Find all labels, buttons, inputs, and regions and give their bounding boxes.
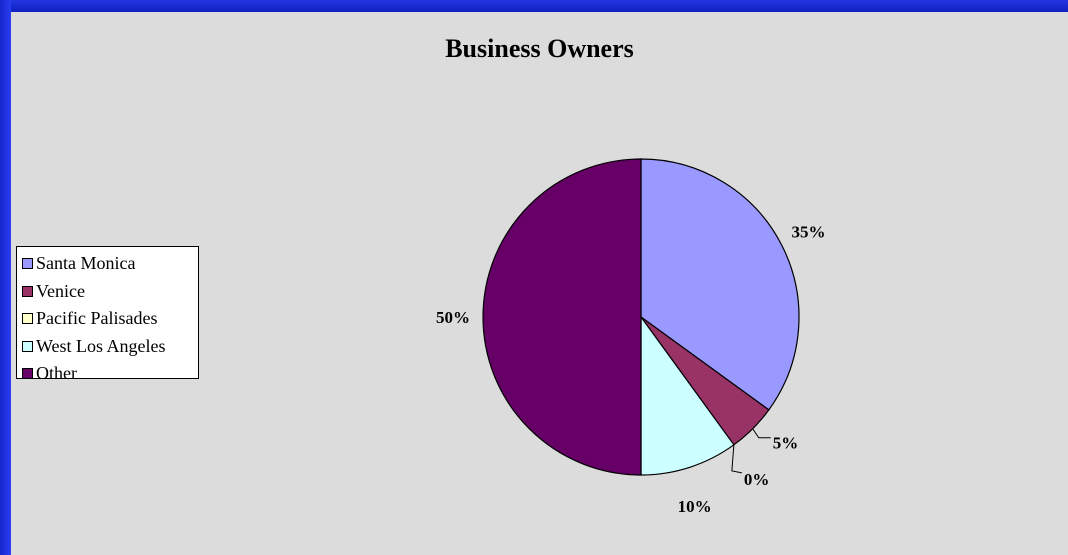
legend-label: Santa Monica <box>36 253 136 274</box>
legend-label: Venice <box>36 280 85 301</box>
legend-item-west-los-angeles: West Los Angeles <box>22 333 198 361</box>
legend-swatch <box>22 313 33 325</box>
data-label-venice: 5% <box>773 434 799 453</box>
legend-label: West Los Angeles <box>36 335 166 356</box>
legend-item-santa-monica: Santa Monica <box>22 250 198 278</box>
leader-line <box>731 444 742 474</box>
chart-area: Business Owners Santa Monica Venice Paci… <box>11 12 1068 555</box>
pie-slice-other <box>482 158 642 476</box>
legend-swatch <box>22 368 33 380</box>
legend-swatch <box>22 258 33 270</box>
window-top-frame <box>0 0 1068 12</box>
legend-item-other: Other <box>22 360 198 388</box>
pie-chart: 35% 5%0% 10% 50% <box>436 158 826 516</box>
legend-label: Pacific Palisades <box>36 308 158 329</box>
legend-item-pacific-palisades: Pacific Palisades <box>22 305 198 333</box>
data-label-pacific-palisades: 0% <box>744 470 770 489</box>
leader-line <box>752 428 771 439</box>
window-left-frame <box>0 0 11 555</box>
legend-swatch <box>22 285 33 297</box>
chart-title: Business Owners <box>445 34 634 63</box>
data-label-santa-monica: 35% <box>792 223 826 242</box>
legend-item-venice: Venice <box>22 278 198 306</box>
data-label-west-los-angeles: 10% <box>678 497 712 516</box>
pie-slice-west-los-angeles <box>640 315 735 476</box>
chart-legend: Santa Monica Venice Pacific Palisades We… <box>16 246 199 383</box>
pie-slice-santa-monica <box>640 158 800 411</box>
data-label-other: 50% <box>436 308 470 327</box>
legend-swatch <box>22 340 33 352</box>
legend-label: Other <box>36 363 77 384</box>
